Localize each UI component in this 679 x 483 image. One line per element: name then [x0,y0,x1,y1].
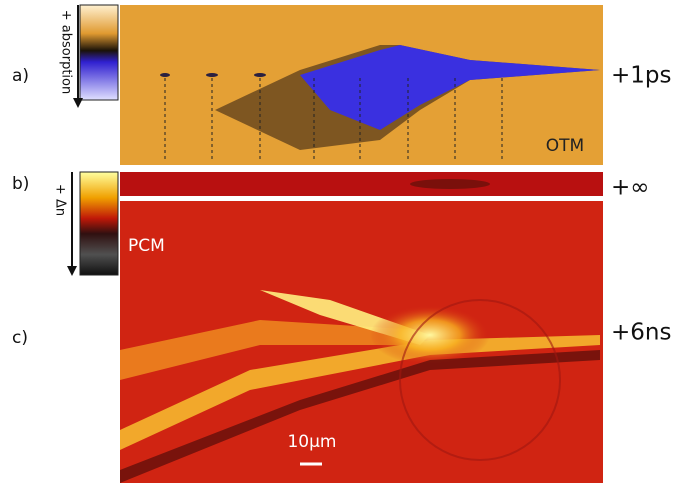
strip-feature [410,179,490,189]
time-label: +6ns [611,320,671,346]
image-text: PCM [128,236,165,256]
panel-label: c) [12,328,28,348]
colorbar [79,4,119,101]
colorbar [79,171,119,276]
time-label: +1ps [611,63,672,89]
absorption-region [300,45,600,130]
time-label: +∞ [611,175,649,201]
colorbar-label: + Δn [53,184,68,216]
scale-text: 10µm [287,432,336,452]
panel-label: b) [12,174,29,194]
panel-label: a) [12,66,29,86]
arrow-head [67,266,77,276]
dots [160,73,266,77]
glow [370,305,490,365]
ring [399,299,561,461]
dashed-lines [164,78,503,162]
strip-image [120,172,603,196]
colorbar-label: + absorption [59,10,74,94]
image-text: OTM [546,136,584,156]
arrow-head [73,98,83,108]
streak [120,320,420,380]
